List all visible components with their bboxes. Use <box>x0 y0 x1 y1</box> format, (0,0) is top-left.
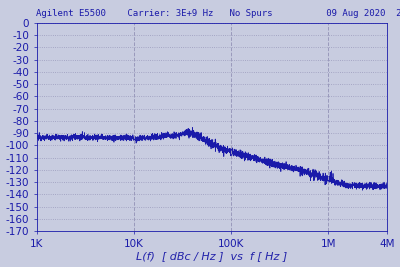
X-axis label: L(f)  [ dBc / Hz ]  vs  f [ Hz ]: L(f) [ dBc / Hz ] vs f [ Hz ] <box>136 252 287 261</box>
Text: Agilent E5500    Carrier: 3E+9 Hz   No Spurs          09 Aug 2020  20:43:46 - 20: Agilent E5500 Carrier: 3E+9 Hz No Spurs … <box>36 9 400 18</box>
